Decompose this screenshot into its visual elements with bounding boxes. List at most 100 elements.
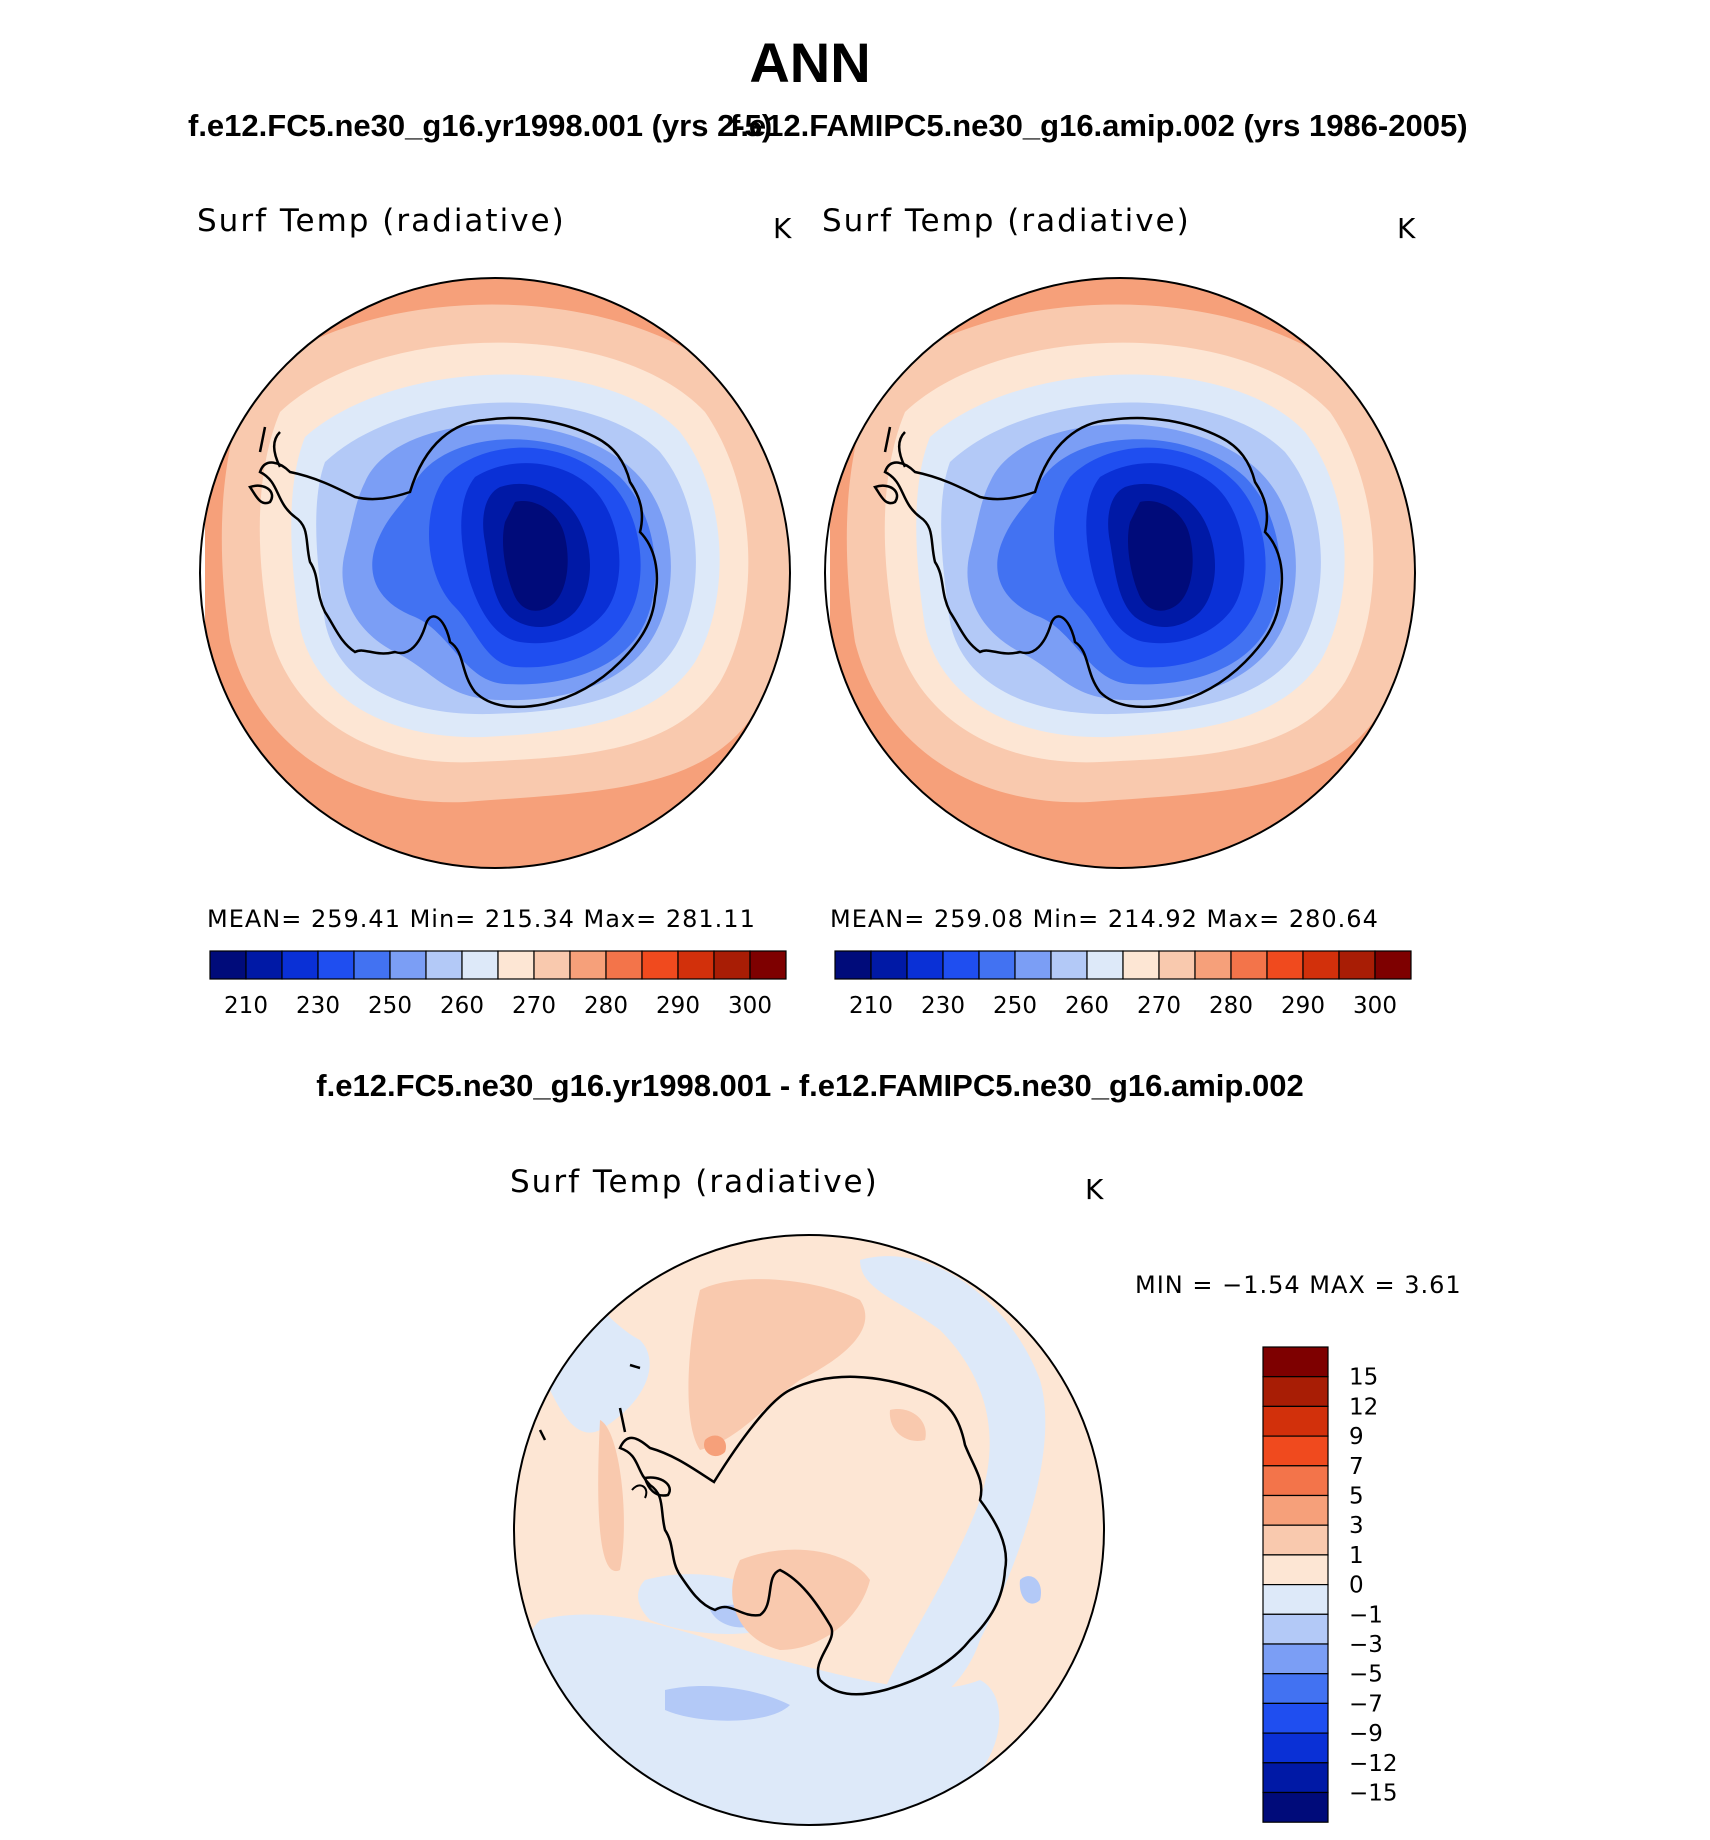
left-colorbar-tick-label: 290 [656,993,700,1019]
left-colorbar-box [353,950,391,980]
left-colorbar-tick-label: 260 [440,993,484,1019]
left-colorbar-box [425,950,463,980]
diff-colorbar-tick-label: −7 [1349,1691,1383,1717]
right-colorbar-tick-label: 300 [1353,993,1397,1019]
left-colorbar-box [245,950,283,980]
right-variable-label: Surf Temp (radiative) [822,203,1191,239]
left-colorbar-tick-label: 250 [368,993,412,1019]
difference-title: f.e12.FC5.ne30_g16.yr1998.001 - f.e12.FA… [316,1068,1304,1103]
right-colorbar-box [1014,950,1052,980]
diff-colorbar-tick-label: 9 [1349,1424,1364,1450]
diff-colorbar-box [1262,1732,1329,1764]
right-colorbar-box [1338,950,1376,980]
right-colorbar-tick-label: 270 [1137,993,1181,1019]
right-colorbar-tick-label: 230 [921,993,965,1019]
left-colorbar-tick-label: 280 [584,993,628,1019]
diff-colorbar-box [1262,1613,1329,1645]
right-colorbar-box [1266,950,1304,980]
right-unit-label: K [1397,212,1416,245]
left-colorbar-box [641,950,679,980]
right-colorbar-box [978,950,1016,980]
right-colorbar-box [1086,950,1124,980]
diff-colorbar-box [1262,1762,1329,1794]
left-colorbar-box [497,950,535,980]
right-colorbar-box [834,950,872,980]
left-colorbar-tick-label: 230 [296,993,340,1019]
diff-colorbar-box [1262,1465,1329,1497]
left-variable-label: Surf Temp (radiative) [197,203,566,239]
diff-minmax: MIN = −1.54 MAX = 3.61 [1135,1271,1462,1299]
diff-colorbar-box [1262,1346,1329,1378]
right-colorbar-box [870,950,908,980]
right-colorbar-tick-label: 250 [993,993,1037,1019]
diff-colorbar-tick-label: 1 [1349,1543,1364,1569]
left-colorbar-box [281,950,319,980]
left-colorbar-box [389,950,427,980]
left-colorbar-tick-label: 270 [512,993,556,1019]
right-colorbar-box [942,950,980,980]
left-colorbar-box [569,950,607,980]
left-colorbar-box [713,950,751,980]
right-colorbar-box [1374,950,1412,980]
right-colorbar-box [1122,950,1160,980]
diff-colorbar-tick-label: 7 [1349,1454,1364,1480]
right-colorbar-tick-label: 260 [1065,993,1109,1019]
diff-colorbar-box [1262,1583,1329,1615]
left-colorbar-box [461,950,499,980]
right-colorbar-box [1158,950,1196,980]
diff-unit-label: K [1085,1173,1104,1206]
diff-colorbar-box [1262,1554,1329,1586]
left-case-title: f.e12.FC5.ne30_g16.yr1998.001 (yrs 2-5) [188,108,773,143]
diff-colorbar-tick-label: 3 [1349,1513,1364,1539]
right-colorbar-tick-label: 280 [1209,993,1253,1019]
left-colorbar: 210 230 250 260 270 280 290 300 [209,950,787,1019]
left-colorbar-tick-label: 210 [224,993,268,1019]
right-colorbar-tick-label: 210 [849,993,893,1019]
diff-colorbar-tick-label: −12 [1349,1751,1398,1777]
right-colorbar-box [1230,950,1268,980]
left-unit-label: K [773,212,792,245]
left-stats: MEAN= 259.41 Min= 215.34 Max= 281.11 [207,905,756,933]
difference-map-border [513,1234,1105,1826]
left-colorbar-box [533,950,571,980]
left-colorbar-box [209,950,247,980]
diff-colorbar-box [1262,1791,1329,1823]
left-map-border [199,277,791,869]
right-map-border [824,277,1416,869]
diff-colorbar-box [1262,1702,1329,1734]
left-colorbar-box [749,950,787,980]
diff-colorbar-tick-label: −15 [1349,1781,1398,1807]
diff-colorbar-box [1262,1376,1329,1407]
left-colorbar-tick-label: 300 [728,993,772,1019]
diff-colorbar-box [1262,1524,1329,1556]
right-case-title: f.e12.FAMIPC5.ne30_g16.amip.002 (yrs 198… [730,108,1468,143]
diff-colorbar-tick-label: 12 [1349,1394,1378,1420]
figure-title: ANN [749,31,871,94]
left-colorbar-box [677,950,715,980]
difference-colorbar: 15 12 9 7 5 3 1 0 −1 −3 −5 −7 −9 −12 −15 [1262,1346,1398,1823]
right-colorbar-tick-label: 290 [1281,993,1325,1019]
right-colorbar-box [1194,950,1232,980]
diff-colorbar-box [1262,1643,1329,1675]
left-colorbar-box [605,950,643,980]
diff-colorbar-tick-label: −1 [1349,1602,1383,1628]
right-colorbar-box [906,950,944,980]
diff-colorbar-tick-label: −9 [1349,1721,1383,1747]
diff-colorbar-tick-label: 5 [1349,1484,1364,1510]
diff-colorbar-box [1262,1673,1329,1704]
right-colorbar: 210 230 250 260 270 280 290 300 [834,950,1412,1019]
diff-variable-label: Surf Temp (radiative) [510,1164,879,1200]
diff-colorbar-tick-label: −3 [1349,1632,1383,1658]
right-colorbar-box [1302,950,1340,980]
diff-colorbar-tick-label: 15 [1349,1365,1378,1391]
left-colorbar-box [317,950,355,980]
right-colorbar-box [1050,950,1088,980]
diff-colorbar-box [1262,1405,1329,1437]
diff-colorbar-tick-label: 0 [1349,1573,1364,1599]
difference-map [514,1235,1104,1825]
diff-colorbar-box [1262,1435,1329,1467]
right-map [828,278,1415,868]
diff-colorbar-box [1262,1494,1329,1526]
